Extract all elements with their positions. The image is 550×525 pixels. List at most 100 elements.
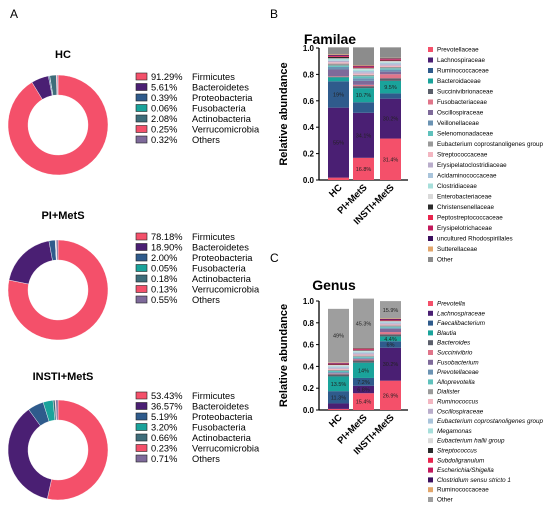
bar-segment (353, 385, 374, 394)
legend-swatch (428, 162, 433, 168)
bar-segment (353, 47, 374, 66)
legend-label: Actinobacteria (192, 114, 252, 124)
legend-swatch (428, 257, 433, 262)
bar-segment (353, 157, 374, 180)
bar-segment (353, 349, 374, 350)
bar-segment (353, 69, 374, 71)
bar-segment (353, 356, 374, 358)
bar-segment (380, 61, 401, 63)
bar-segment (380, 380, 401, 410)
bar-segment (353, 352, 374, 354)
legend-label: Megamonas (437, 428, 473, 435)
bar-segment (353, 65, 374, 67)
bar-value-label: 14% (358, 368, 369, 374)
legend-percent: 0.55% (151, 295, 177, 305)
donut-slice (8, 240, 53, 285)
bar-segment (380, 318, 401, 319)
bar-segment (328, 76, 349, 78)
legend-swatch (428, 350, 433, 355)
donut-slice (47, 399, 109, 501)
y-axis-label: Relative abundance (278, 62, 290, 165)
bar-value-label: 16.8% (356, 167, 372, 173)
legend-label: Ruminococcaceae (437, 68, 489, 75)
legend-label: Firmicutes (192, 232, 235, 242)
legend-percent: 3.20% (151, 423, 177, 433)
legend-label: Bacteroidaceae (437, 78, 481, 85)
legend-label: Fusobacteria (192, 104, 247, 114)
legend-swatch (135, 391, 148, 400)
bar-segment (328, 372, 349, 374)
legend-swatch (135, 104, 148, 112)
bar-segment (353, 354, 374, 356)
bar-segment (328, 367, 349, 369)
bar-value-label: 55% (333, 141, 344, 147)
legend-label: Fusobacteria (192, 423, 247, 433)
y-tick-label: 0.6 (303, 97, 315, 106)
bar-segment (353, 353, 374, 355)
x-category-label: HC (327, 182, 345, 200)
panel-letter-a: A (10, 7, 18, 21)
legend-label: Alloprevotella (436, 379, 475, 386)
legend-label: Blautia (437, 330, 457, 337)
bar-segment (328, 54, 349, 55)
legend-percent: 2.00% (151, 253, 177, 263)
bar-segment (380, 327, 401, 329)
legend-percent: 0.13% (151, 285, 177, 295)
legend-label: Eubacterium hallii group (437, 438, 505, 445)
bar-segment (328, 58, 349, 61)
bar-value-label: 30.2% (383, 362, 399, 368)
legend-swatch (428, 246, 433, 252)
genus-stacked-bar-chart: Genus Relative abundance 0.0 0.2 0.4 0.6 0.8 1.… (278, 277, 544, 504)
bar-value-label: 6.8% (357, 388, 370, 394)
legend-label: Oscillospiraceae (437, 408, 484, 415)
bar-segment (353, 112, 374, 158)
bar-segment (328, 55, 349, 57)
legend-percent: 36.57% (151, 402, 183, 412)
bar-segment (380, 336, 401, 342)
legend-swatch (428, 47, 433, 52)
bar-value-label: 15.4% (356, 400, 372, 406)
bar-segment (353, 362, 374, 378)
legend-label: Lachnospiraceae (437, 57, 485, 64)
legend-swatch (428, 310, 433, 316)
legend-label: Veillonellaceae (437, 120, 480, 127)
legend-percent: 0.39% (151, 93, 177, 103)
bar-segment (380, 59, 401, 60)
legend-label: Ruminococcaceae (437, 487, 489, 494)
bar-segment (353, 357, 374, 359)
legend-label: Actinobacteria (192, 274, 252, 284)
legend-swatch (428, 408, 433, 414)
legend-label: Firmicutes (192, 391, 235, 401)
y-tick-label: 0.0 (303, 176, 315, 185)
legend-swatch (428, 173, 433, 178)
y-axis-label: Relative abundance (278, 304, 290, 407)
bar-segment (328, 308, 349, 363)
legend-swatch (135, 444, 148, 452)
legend-label: Erysipelotrichaceae (437, 225, 492, 232)
legend-swatch (428, 120, 433, 126)
legend-label: uncultured Rhodospirillales (437, 236, 513, 243)
legend-label: Others (192, 454, 220, 464)
bar-segment (380, 47, 401, 58)
legend-swatch (135, 72, 148, 81)
legend-label: Proteobacteria (192, 253, 253, 263)
legend-label: Others (192, 135, 220, 145)
bar-segment (380, 80, 401, 94)
y-tick-label: 0.8 (303, 319, 315, 328)
bar-segment (328, 408, 349, 410)
bar-segment (328, 60, 349, 61)
legend-label: Lachnospiraceae (437, 310, 485, 317)
bar-segment (353, 355, 374, 357)
legend-label: Eubacterium coprostanoligenes group (437, 141, 544, 148)
legend-swatch (428, 369, 433, 375)
y-tick-label: 0.8 (303, 70, 315, 79)
bar-segment (380, 318, 401, 320)
donut-slice (56, 239, 59, 261)
donut-slice (55, 399, 59, 421)
bar-segment (380, 321, 401, 323)
bar-segment (353, 80, 374, 85)
legend-swatch (135, 423, 148, 431)
legend-label: Other (437, 497, 453, 504)
bar-segment (328, 76, 349, 77)
